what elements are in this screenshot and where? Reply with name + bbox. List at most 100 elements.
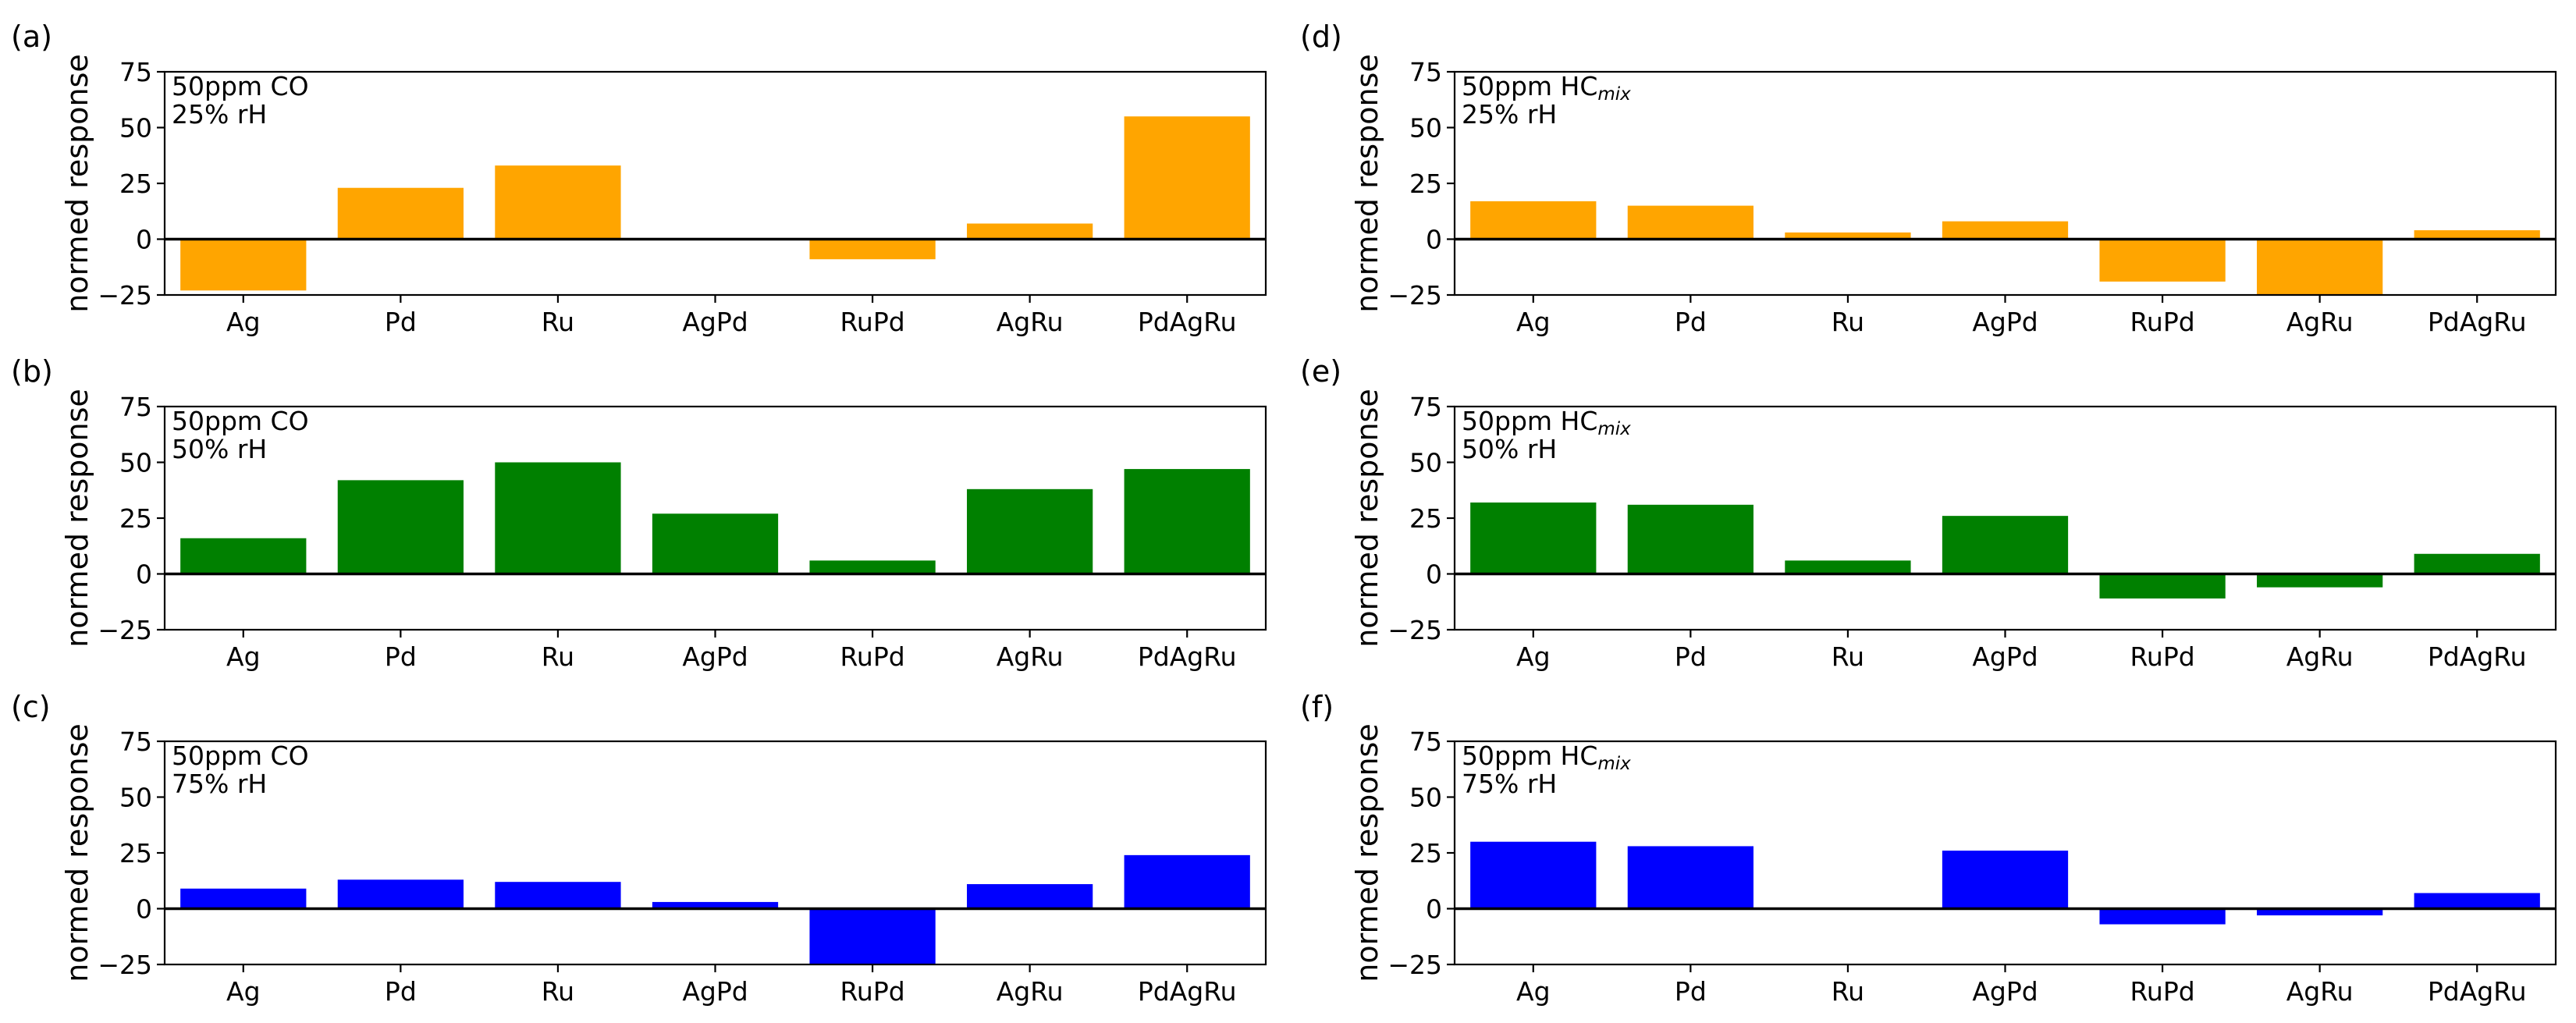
y-tick-label: 75 [119,57,152,87]
x-tick-label: Ag [226,641,261,672]
y-tick-label: 0 [1426,225,1442,255]
bar-AgRu [2257,908,2383,916]
x-tick-label: PdAgRu [2428,976,2527,1007]
x-tick-label: AgRu [2286,976,2354,1007]
x-tick-label: RuPd [840,976,904,1007]
x-tick-label: AgRu [997,307,1064,337]
x-tick-label: Ru [542,641,574,672]
x-tick-label: AgPd [682,641,748,672]
annotation-gas-subscript: mix [1597,754,1631,774]
bar-Pd [337,480,464,574]
x-tick-label: Pd [385,307,417,337]
x-tick-label: AgPd [1972,307,2038,337]
bar-Ag [180,538,307,574]
y-axis-label: normed response [60,389,94,647]
x-tick-label: Ru [1832,641,1864,672]
x-tick-label: Pd [385,641,417,672]
annotation-gas-text: 50ppm CO [172,71,309,101]
bar-Ag [180,888,307,909]
annotation-humidity: 25% rH [1462,99,1557,130]
y-tick-label: −25 [98,615,152,645]
annotation-gas-subscript: mix [1597,84,1631,105]
x-tick-label: AgPd [682,976,748,1007]
x-tick-label: AgRu [2286,307,2354,337]
panel-label: (d) [1300,20,1342,54]
bar-Pd [1627,504,1753,574]
bar-AgRu [2257,239,2383,295]
bar-Pd [1627,846,1753,909]
y-tick-label: 25 [1409,169,1442,199]
x-tick-label: AgPd [1972,641,2038,672]
x-tick-label: Pd [1675,641,1707,672]
y-axis-label: normed response [1350,389,1384,647]
bar-AgPd [1942,221,2069,240]
bar-PdAgRu [1124,116,1250,240]
y-tick-label: 50 [119,783,152,813]
bar-Ru [1785,232,1911,240]
annotation-humidity: 75% rH [172,769,267,799]
bar-Ru [495,882,621,909]
annotation-gas-subscript: mix [1597,419,1631,439]
y-tick-label: −25 [1387,280,1442,311]
x-tick-label: Pd [1675,307,1707,337]
y-tick-label: 25 [1409,503,1442,534]
y-axis-label: normed response [60,723,94,982]
plot-frame [163,740,1267,966]
y-axis-label: normed response [1350,54,1384,312]
bar-Ru [495,165,621,240]
bar-RuPd [2099,574,2226,599]
bar-Pd [337,187,464,240]
annotation-gas: 50ppm CO [172,406,309,436]
bar-RuPd [2099,239,2226,282]
x-tick-label: Ag [1516,976,1551,1007]
annotation-gas-text: 50ppm CO [172,741,309,771]
annotation-gas-text: 50ppm HC [1462,741,1597,771]
bar-AgPd [652,901,779,909]
annotation-gas: 50ppm CO [172,71,309,101]
panel-label: (c) [11,690,51,724]
bar-Ag [180,239,307,291]
y-tick-label: 0 [1426,894,1442,925]
annotation-gas-text: 50ppm HC [1462,406,1597,436]
annotation-gas: 50ppm CO [172,741,309,771]
annotation-gas: 50ppm HCmix [1462,71,1631,105]
annotation-gas: 50ppm HCmix [1462,406,1631,439]
y-tick-label: 75 [119,726,152,757]
x-tick-label: Ru [1832,976,1864,1007]
annotation-humidity: 75% rH [1462,769,1557,799]
y-tick-label: −25 [98,950,152,980]
x-tick-label: AgRu [2286,641,2354,672]
x-tick-label: RuPd [840,307,904,337]
bar-Pd [1627,205,1753,240]
panel-label: (b) [11,354,53,389]
y-tick-label: 50 [119,113,152,144]
x-tick-label: PdAgRu [2428,307,2527,337]
bar-PdAgRu [2414,553,2540,574]
bar-Ru [1785,560,1911,574]
y-tick-label: −25 [98,280,152,311]
bar-AgRu [967,884,1093,909]
plot-frame [1453,70,2557,297]
x-tick-label: RuPd [840,641,904,672]
bar-Ag [1470,502,1597,574]
bar-RuPd [809,560,936,574]
y-tick-label: 50 [1409,113,1442,144]
bar-Ag [1470,841,1597,909]
y-tick-label: 50 [1409,448,1442,478]
bar-Ru [495,462,621,574]
y-tick-label: 75 [1409,57,1442,87]
annotation-gas-text: 50ppm HC [1462,71,1597,101]
y-tick-label: 0 [1426,559,1442,590]
x-tick-label: PdAgRu [2428,641,2527,672]
y-tick-label: 75 [1409,392,1442,422]
x-tick-label: Ag [1516,307,1551,337]
y-tick-label: 0 [136,894,152,925]
x-tick-label: PdAgRu [1138,641,1237,672]
y-tick-label: 50 [119,448,152,478]
bar-AgRu [967,223,1093,240]
panel-label: (e) [1300,354,1341,389]
